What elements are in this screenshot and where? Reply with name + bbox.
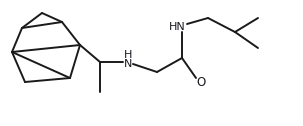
Text: N: N [124, 59, 132, 69]
Text: HN: HN [169, 22, 185, 32]
Text: O: O [196, 75, 206, 88]
Text: H: H [124, 50, 132, 60]
